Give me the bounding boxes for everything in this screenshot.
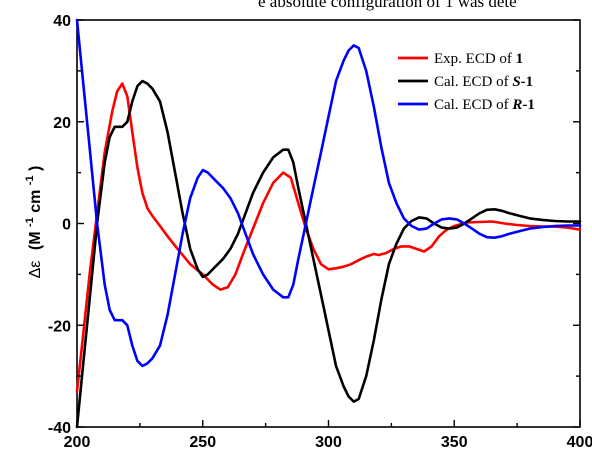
y-axis-label-unit-close: ) bbox=[27, 166, 44, 171]
legend-label-1: Exp. ECD of 1 bbox=[434, 51, 523, 67]
y-axis: -40 -20 0 20 40 bbox=[48, 13, 580, 437]
series-line-3 bbox=[75, 18, 582, 368]
legend-label-2: Cal. ECD of S-1 bbox=[434, 74, 533, 90]
x-tick-label: 200 bbox=[64, 434, 91, 451]
y-tick-label: -20 bbox=[48, 318, 71, 335]
series-line-2 bbox=[75, 79, 582, 429]
legend: Exp. ECD of 1 Cal. ECD of S-1 Cal. ECD of … bbox=[398, 51, 535, 113]
y-axis-label-symbol: Δε bbox=[27, 261, 44, 279]
x-axis: 200 250 300 350 400 bbox=[64, 420, 592, 451]
x-tick-label: 250 bbox=[189, 434, 216, 451]
x-tick-label: 400 bbox=[567, 434, 592, 451]
y-tick-label: 0 bbox=[62, 217, 71, 234]
y-axis-label: Δε (M -1 cm -1 ) bbox=[20, 166, 44, 279]
caption-fragment: e absolute configuration of 1 was dete bbox=[258, 0, 517, 11]
series-layer bbox=[75, 18, 582, 429]
y-tick-label: -40 bbox=[48, 420, 71, 437]
y-tick-label: 40 bbox=[53, 13, 71, 30]
x-tick-label: 350 bbox=[441, 434, 468, 451]
y-axis-label-unit-open: (M bbox=[27, 231, 44, 250]
legend-label-3: Cal. ECD of R-1 bbox=[434, 97, 535, 113]
y-axis-label-exp2: -1 bbox=[24, 175, 36, 185]
series-line-1 bbox=[75, 82, 582, 393]
x-tick-label: 300 bbox=[315, 434, 342, 451]
y-axis-label-exp1: -1 bbox=[24, 217, 36, 227]
y-axis-label-unit-mid: cm bbox=[27, 190, 44, 213]
y-tick-label: 20 bbox=[53, 115, 71, 132]
